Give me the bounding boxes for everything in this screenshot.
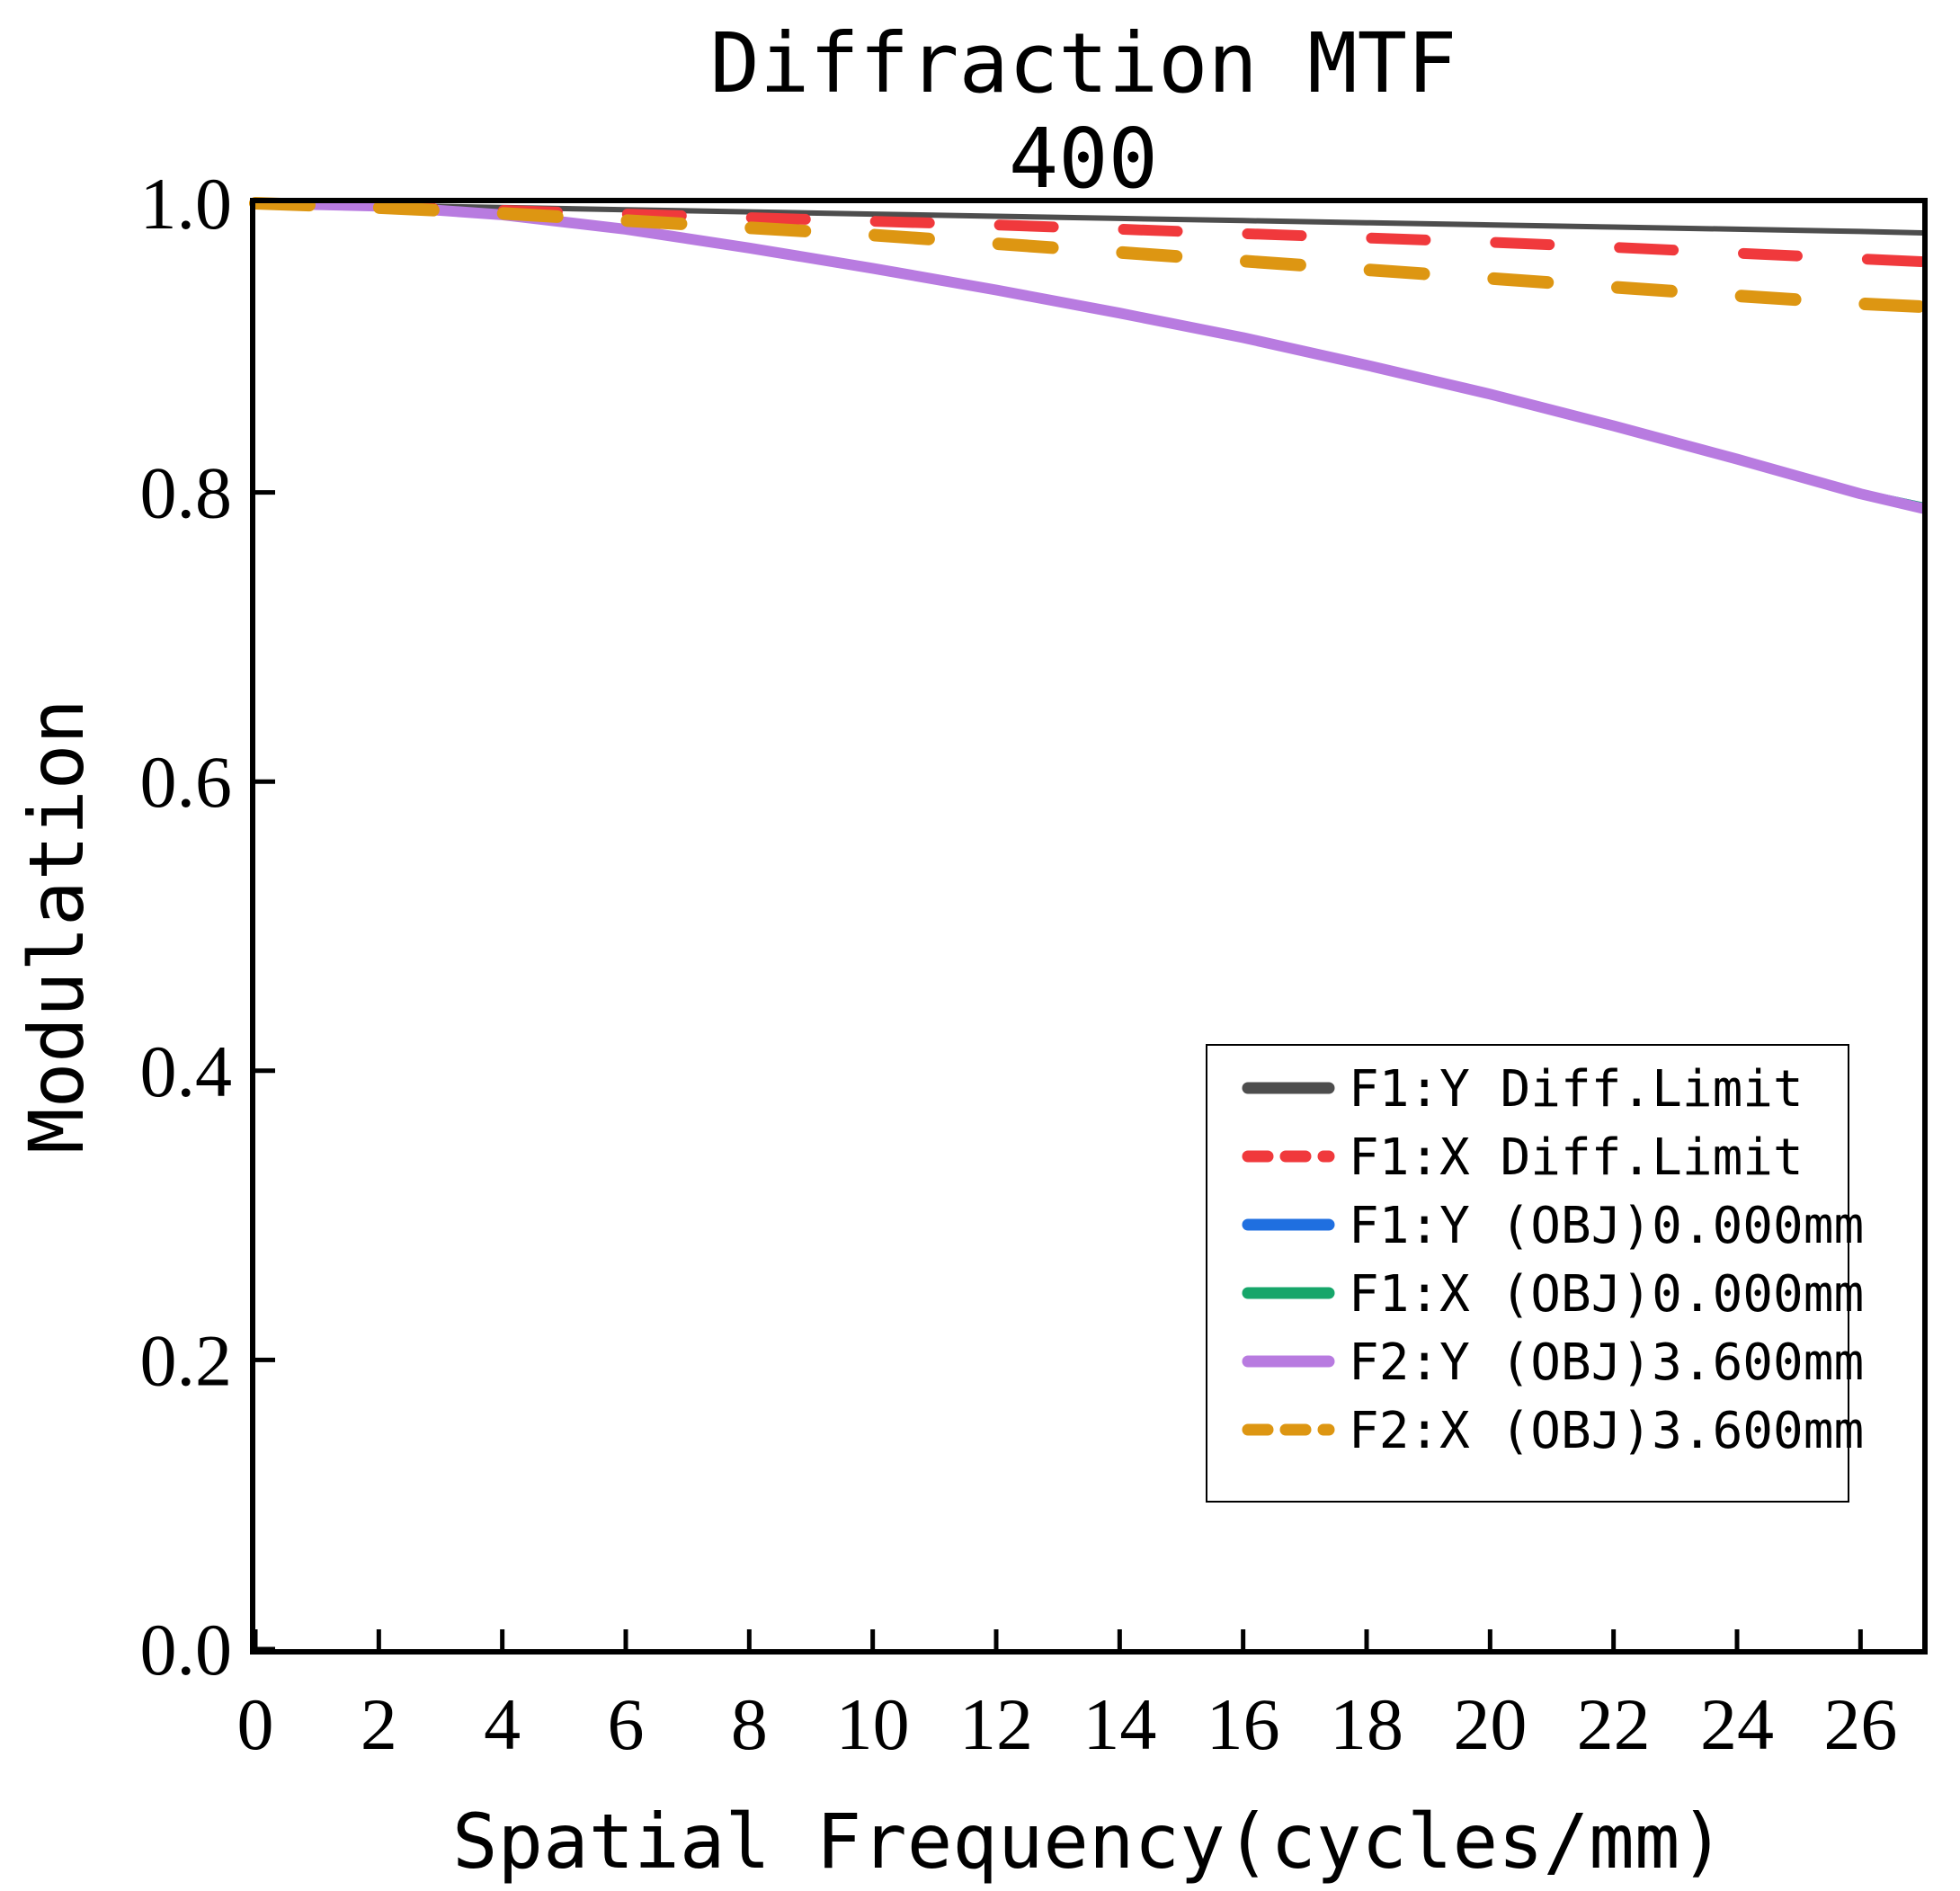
x-tick-label: 14	[1082, 1683, 1156, 1765]
legend-box	[1206, 1044, 1849, 1503]
y-axis-label: Modulation	[13, 699, 101, 1154]
series-layer	[249, 197, 1929, 514]
x-tick-label: 22	[1577, 1683, 1651, 1765]
series-line-f2-x-obj-3-600mm	[249, 197, 1929, 313]
x-axis-label: Spatial Frequency(cycles/mm)	[452, 1797, 1725, 1886]
y-tick-label: 0.8	[140, 452, 233, 534]
x-tick-label: 10	[836, 1683, 910, 1765]
y-axis-ticks: 0.0 0.2 0.4 0.6 0.8 1.0	[140, 163, 275, 1690]
x-tick-label: 24	[1700, 1683, 1774, 1765]
legend-label: F2:Y (OBJ)3.600mm	[1349, 1334, 1864, 1392]
legend-label: F1:X Diff.Limit	[1349, 1128, 1804, 1187]
x-tick-label: 16	[1207, 1683, 1280, 1765]
x-tick-label: 18	[1330, 1683, 1403, 1765]
y-tick-label: 0.4	[140, 1030, 233, 1112]
legend-label: F1:X (OBJ)0.000mm	[1349, 1265, 1864, 1324]
chart-title: Diffraction MTF	[710, 15, 1457, 111]
x-tick-label: 20	[1453, 1683, 1527, 1765]
y-tick-label: 0.0	[140, 1609, 233, 1690]
x-tick-label: 26	[1823, 1683, 1897, 1765]
x-tick-label: 2	[361, 1683, 397, 1765]
legend-label: F2:X (OBJ)3.600mm	[1349, 1402, 1864, 1460]
y-tick-label: 0.6	[140, 741, 233, 823]
y-tick-label: 0.2	[140, 1319, 233, 1401]
plot-frame	[250, 198, 1928, 1655]
legend-label: F1:Y Diff.Limit	[1349, 1060, 1804, 1119]
legend: F1:Y Diff.Limit F1:X Diff.Limit F1:Y (OBJ)…	[1206, 1044, 1864, 1503]
x-tick-label: 4	[484, 1683, 521, 1765]
chart-subtitle: 400	[1009, 111, 1158, 207]
legend-label: F1:Y (OBJ)0.000mm	[1349, 1197, 1864, 1255]
x-tick-label: 6	[608, 1683, 645, 1765]
x-tick-label: 8	[731, 1683, 768, 1765]
x-tick-label: 12	[959, 1683, 1033, 1765]
x-tick-label: 0	[237, 1683, 274, 1765]
x-axis-ticks: 0 2 4 6 8 10 12 14 16 18 20 22 24 26	[237, 1629, 1897, 1765]
y-tick-label: 1.0	[140, 163, 233, 245]
